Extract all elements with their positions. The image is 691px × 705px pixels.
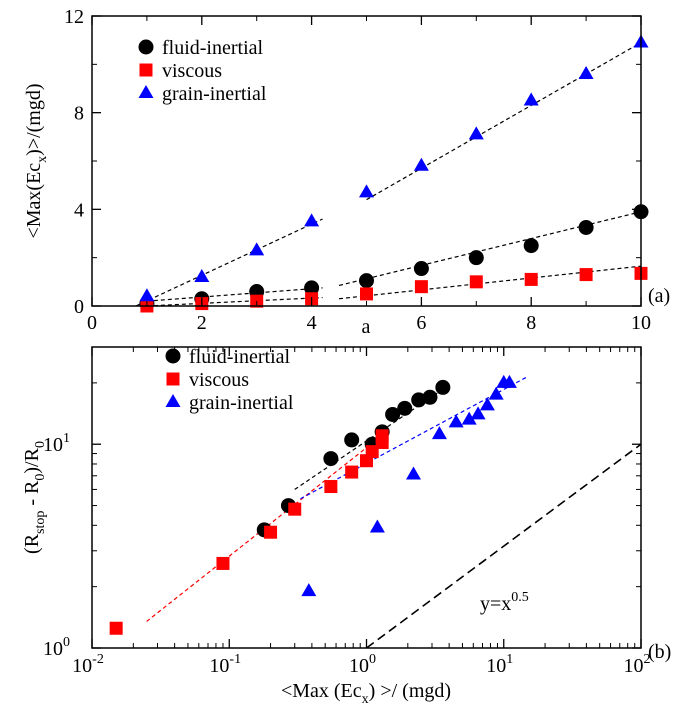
panel-a-grain-inertial-point: [468, 126, 484, 140]
panel-b-fluid-inertial-point: [323, 451, 339, 467]
panel-b-fit-line-1: [146, 431, 387, 622]
panel-a-viscous-point: [579, 268, 593, 282]
panel-a-fluid-inertial-point: [468, 250, 484, 266]
panel-b-viscous-point: [216, 556, 230, 570]
panel-a-grain-inertial-point: [359, 184, 374, 198]
panel-a-x-tick-label: 2: [197, 312, 207, 334]
panel-a-y-axis-label: <Max(Ecx)>/(mgd): [23, 83, 50, 238]
panel-b: 10-2 10-1 100 101 102 100 101 fluid-inertialvi…: [21, 346, 671, 705]
panel-b-x-tick-label: 100: [349, 652, 376, 677]
panel-a-x-tick-label: 0: [87, 312, 97, 334]
panel-b-fluid-inertial-point: [385, 406, 401, 422]
panel-a-legend-fluid-inertial-marker: [138, 39, 154, 55]
panel-a-grain-inertial-point: [139, 288, 155, 302]
panel-b-x-tick-label: 10-2: [72, 652, 104, 677]
panel-a-fit-line-2: [366, 42, 642, 201]
panel-b-x-tick-label: 101: [486, 652, 513, 677]
panel-b-legend-viscous-marker: [166, 372, 180, 386]
panel-b-fit-line-4: [366, 443, 642, 649]
panel-b-grain-inertial-point: [470, 406, 486, 420]
panel-b-y-tick-label: 100: [43, 635, 70, 660]
panel-a-y-tick-label: 12: [64, 6, 84, 28]
panel-b-y-tick-label: 101: [43, 431, 70, 456]
panel-b-grain-inertial-point: [501, 374, 517, 388]
panel-b-fit-line-2: [300, 375, 529, 500]
panel-b-viscous-point: [345, 465, 359, 479]
panel-a-fluid-inertial-point: [413, 261, 429, 277]
panel-a-fit-line-1: [135, 218, 323, 307]
panel-a: 0 2 4 6 8 10 0 4 8 12 fluid-inertialviscousgrain-…: [23, 6, 670, 338]
panel-a-x-axis-label: a: [362, 316, 371, 338]
panel-a-fit-line-5: [146, 296, 323, 307]
panel-a-legend-viscous-label: viscous: [162, 60, 222, 82]
panel-b-legend-fluid-inertial-marker: [165, 348, 181, 364]
panel-a-grain-inertial-point: [304, 213, 320, 227]
panel-a-y-tick-label: 4: [74, 199, 84, 221]
panel-b-grain-inertial-point: [488, 386, 504, 400]
panel-a-legend-fluid-inertial-label: fluid-inertial: [162, 37, 264, 59]
panel-b-viscous-point: [324, 480, 338, 494]
panel-a-viscous-point: [414, 280, 428, 294]
panel-a-fluid-inertial-point: [359, 273, 374, 289]
panel-a-fluid-inertial-point: [304, 280, 320, 296]
panel-b-grain-inertial-point: [431, 426, 447, 440]
panel-b-viscous-point: [375, 429, 389, 443]
panel-a-grain-inertial-point: [249, 242, 265, 256]
panel-a-viscous-point: [469, 275, 483, 289]
panel-b-x-tick-label: 102: [624, 652, 651, 677]
panel-b-grain-inertial-point: [461, 411, 477, 425]
panel-a-x-tick-label: 8: [526, 312, 536, 334]
panel-b-legend-fluid-inertial-label: fluid-inertial: [189, 346, 291, 368]
panel-b-x-axis-label: <Max (Ecx) >/ (mgd): [281, 680, 451, 705]
panel-a-grain-inertial-point: [413, 157, 429, 171]
panel-a-tag: (a): [648, 285, 670, 307]
panel-a-legend-viscous-marker: [139, 63, 153, 77]
panel-a-fit-line-3: [146, 287, 323, 302]
panel-a-viscous-point: [360, 287, 373, 301]
panel-a-fluid-inertial-point: [578, 219, 594, 235]
power-law-annotation: y=x0.5: [480, 590, 529, 615]
panel-b-legend-viscous-label: viscous: [189, 369, 249, 391]
panel-b-viscous-point: [264, 525, 278, 539]
panel-a-x-tick-label: 4: [307, 312, 317, 334]
panel-b-grain-inertial-point: [479, 397, 495, 411]
panel-a-y-tick-label: 0: [74, 296, 84, 318]
panel-a-fit-line-6: [338, 265, 642, 300]
panel-a-grain-inertial-point: [194, 268, 210, 282]
panel-b-y-axis-label: (Rstop - R0)/R0: [21, 441, 48, 554]
panel-b-tag: (b): [648, 641, 671, 663]
panel-b-fluid-inertial-point: [397, 400, 413, 416]
panel-b-grain-inertial-point: [369, 519, 385, 533]
panel-b-viscous-point: [288, 502, 302, 516]
panel-b-viscous-point: [109, 621, 123, 635]
panel-a-x-tick-label: 10: [631, 312, 651, 334]
panel-a-grain-inertial-point: [523, 92, 539, 106]
panel-b-plot-frame: [91, 346, 642, 649]
panel-a-grain-inertial-point: [578, 65, 594, 79]
panel-a-legend-grain-inertial-label: grain-inertial: [162, 83, 267, 105]
panel-b-viscous-point: [365, 445, 379, 459]
panel-a-viscous-point: [524, 272, 538, 286]
panel-b-fluid-inertial-point: [435, 379, 451, 395]
panel-b-grain-inertial-point: [448, 414, 464, 428]
panel-a-x-tick-label: 6: [416, 312, 426, 334]
panel-b-fluid-inertial-point: [344, 432, 360, 448]
panel-a-fit-line-4: [338, 211, 642, 287]
panel-b-fluid-inertial-point: [411, 392, 427, 408]
panel-a-legend-grain-inertial-marker: [138, 84, 154, 98]
panel-a-fluid-inertial-point: [523, 238, 539, 254]
panel-b-fluid-inertial-point: [422, 389, 438, 405]
panel-b-legend-grain-inertial-label: grain-inertial: [189, 392, 294, 414]
panel-b-grain-inertial-point: [301, 583, 317, 597]
panel-b-x-tick-label: 10-1: [209, 652, 241, 677]
panel-b-legend-grain-inertial-marker: [165, 393, 181, 407]
panel-a-y-tick-label: 8: [74, 103, 84, 125]
panel-b-grain-inertial-point: [405, 466, 421, 480]
